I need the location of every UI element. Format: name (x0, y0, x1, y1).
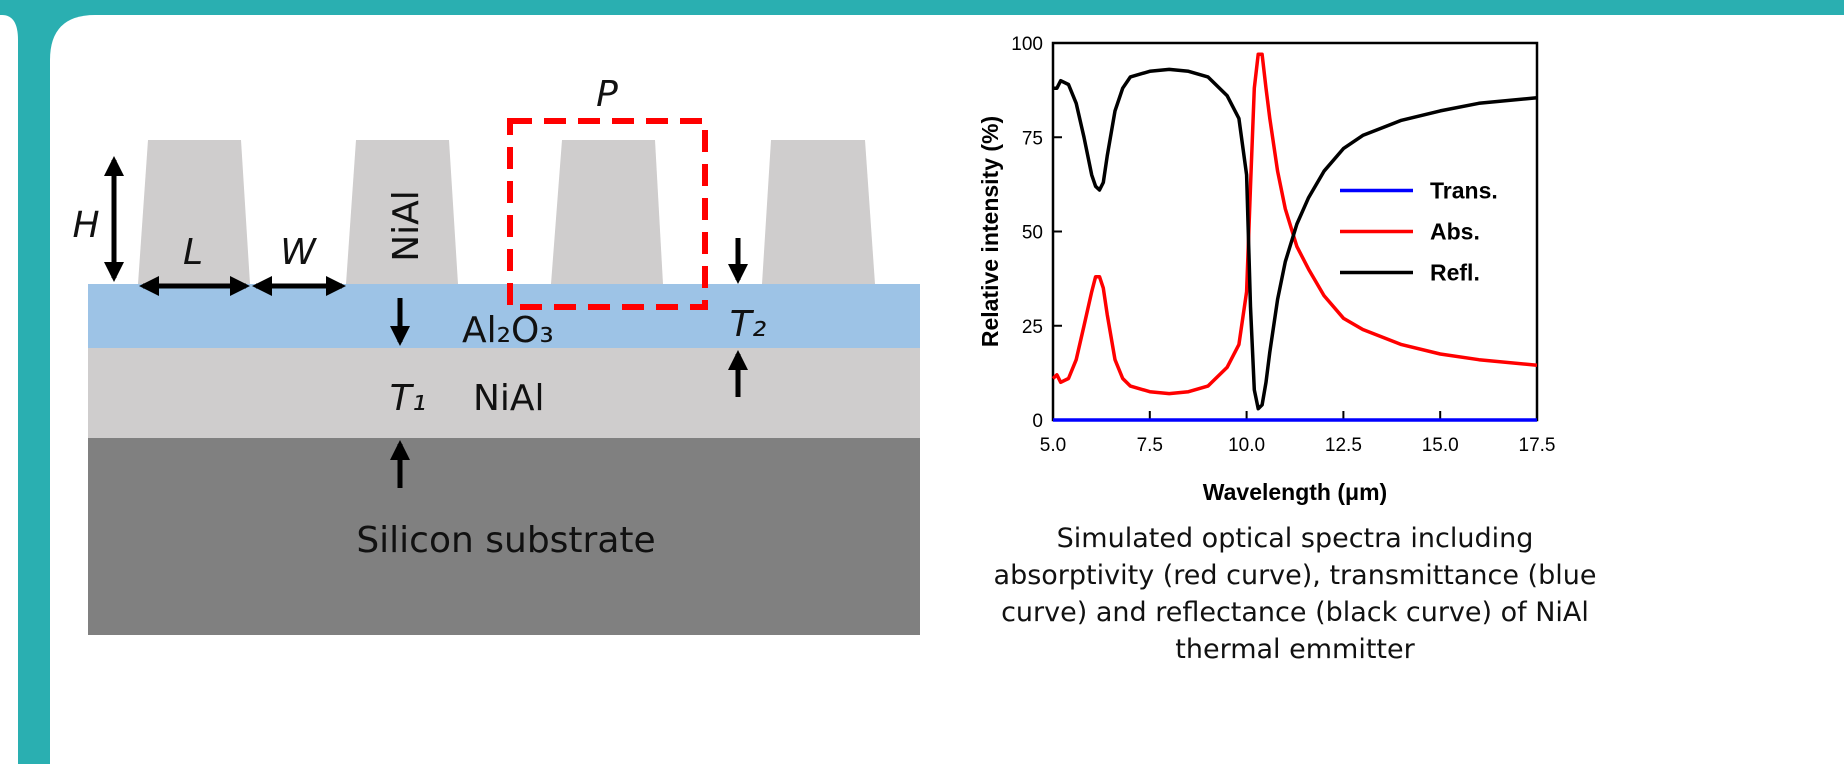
pillar (138, 140, 250, 284)
label-t1: T₁ (390, 378, 426, 419)
caption-line: absorptivity (red curve), transmittance … (994, 560, 1597, 591)
y-tick-label: 0 (1032, 411, 1043, 432)
series-line (1053, 67, 1538, 411)
label-p: P (596, 74, 618, 115)
pillar-label: NiAl (386, 190, 427, 262)
caption-line: Simulated optical spectra including (1057, 523, 1534, 554)
legend-label: Refl. (1430, 260, 1480, 286)
x-axis-title: Wavelength (μm) (1203, 479, 1387, 505)
caption: Simulated optical spectra including absor… (994, 523, 1597, 665)
x-tick-label: 10.0 (1228, 435, 1265, 456)
x-tick-label: 5.0 (1040, 435, 1066, 456)
series-line (1051, 52, 1538, 396)
legend-label: Abs. (1430, 219, 1480, 245)
y-tick-label: 100 (1011, 34, 1043, 55)
y-tick-label: 50 (1022, 223, 1043, 244)
x-tick-label: 17.5 (1519, 435, 1556, 456)
caption-line: curve) and reflectance (black curve) of … (1001, 597, 1589, 628)
side-strip (0, 15, 18, 764)
label-h: H (72, 205, 99, 246)
structure-diagram: P H L W NiAl Al₂O₃ T₂ T₁ NiAl Silicon su… (72, 74, 920, 635)
label-t2: T₂ (730, 304, 766, 345)
legend-label: Trans. (1430, 178, 1498, 204)
unit-cell (507, 118, 708, 310)
pillar (762, 140, 875, 284)
caption-line: thermal emmitter (1175, 634, 1415, 665)
y-axis-title: Relative intensity (%) (977, 116, 1003, 347)
x-tick-label: 7.5 (1137, 435, 1163, 456)
substrate-label: Silicon substrate (356, 520, 655, 561)
spacer-label: Al₂O₃ (462, 310, 554, 351)
pillar (551, 140, 663, 284)
chart: 0 25 50 75 100 5.0 7.5 10.0 12.5 15.0 17.5 Waveleng… (977, 34, 1555, 505)
x-tick-label: 12.5 (1325, 435, 1362, 456)
x-tick-label: 15.0 (1422, 435, 1459, 456)
substrate-layer (88, 438, 920, 635)
nial-layer (88, 348, 920, 438)
layer-label: NiAl (473, 378, 545, 419)
y-tick-label: 75 (1022, 128, 1043, 149)
label-l: L (183, 232, 203, 273)
y-tick-label: 25 (1022, 317, 1043, 338)
pillar (346, 140, 458, 284)
label-w: W (280, 232, 317, 273)
